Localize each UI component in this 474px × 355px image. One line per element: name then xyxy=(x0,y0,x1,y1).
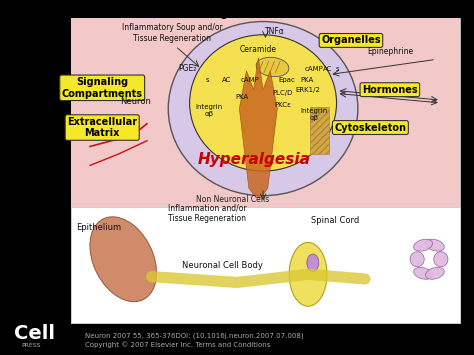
Text: Copyright © 2007 Elsevier Inc. Terms and Conditions: Copyright © 2007 Elsevier Inc. Terms and… xyxy=(85,341,271,348)
Text: Integrin
αβ: Integrin αβ xyxy=(195,104,223,117)
Ellipse shape xyxy=(410,252,424,267)
Text: PRESS: PRESS xyxy=(21,343,41,348)
Text: Cytoskeleton: Cytoskeleton xyxy=(334,122,406,132)
Text: Hormones: Hormones xyxy=(362,85,418,95)
Text: Neuron 2007 55, 365-376DOI: (10.1016j.neuron.2007.07.008): Neuron 2007 55, 365-376DOI: (10.1016j.ne… xyxy=(85,332,304,339)
Text: Hyperalgesia: Hyperalgesia xyxy=(197,152,310,167)
Text: cAMP: cAMP xyxy=(240,77,259,83)
Ellipse shape xyxy=(414,267,432,279)
Text: Epithelium: Epithelium xyxy=(76,223,121,233)
Text: Ceramide: Ceramide xyxy=(239,45,276,54)
Text: Cell: Cell xyxy=(14,324,55,343)
Ellipse shape xyxy=(426,267,444,279)
Text: Organelles: Organelles xyxy=(321,36,381,45)
Text: TNFα: TNFα xyxy=(265,27,285,36)
Polygon shape xyxy=(239,58,277,198)
Text: Inflammation and/or
Tissue Regeneration: Inflammation and/or Tissue Regeneration xyxy=(168,203,246,223)
Text: ERK1/2: ERK1/2 xyxy=(296,87,320,93)
FancyBboxPatch shape xyxy=(71,207,460,323)
Ellipse shape xyxy=(190,35,337,171)
Ellipse shape xyxy=(307,254,319,272)
Text: Epac: Epac xyxy=(278,77,295,83)
Text: PGE₂: PGE₂ xyxy=(179,64,197,73)
Text: Spinal Cord: Spinal Cord xyxy=(311,217,359,225)
Ellipse shape xyxy=(256,57,289,77)
FancyBboxPatch shape xyxy=(310,107,329,154)
Text: PKA: PKA xyxy=(236,94,249,100)
Text: PKA: PKA xyxy=(301,77,314,83)
Text: Epinephrine: Epinephrine xyxy=(367,47,413,56)
Ellipse shape xyxy=(90,217,156,302)
Ellipse shape xyxy=(168,22,358,196)
Text: Signaling
Compartments: Signaling Compartments xyxy=(62,77,143,99)
Ellipse shape xyxy=(434,252,448,267)
Text: s: s xyxy=(336,66,339,72)
Text: PLC/D: PLC/D xyxy=(273,91,293,97)
Text: s: s xyxy=(205,77,209,83)
Text: Non Neuronal Cells: Non Neuronal Cells xyxy=(196,195,269,204)
FancyBboxPatch shape xyxy=(71,18,460,323)
Text: Integrin
αβ: Integrin αβ xyxy=(301,108,328,121)
Text: AC: AC xyxy=(222,77,231,83)
Ellipse shape xyxy=(289,242,327,306)
Text: PKCε: PKCε xyxy=(274,102,292,108)
FancyBboxPatch shape xyxy=(71,18,460,207)
Ellipse shape xyxy=(414,239,432,251)
Ellipse shape xyxy=(426,239,444,251)
Text: Neuronal Cell Body: Neuronal Cell Body xyxy=(182,261,263,269)
Text: AC: AC xyxy=(323,66,332,72)
Text: Extracellular
Matrix: Extracellular Matrix xyxy=(67,117,137,138)
Text: Inflammatory Soup and/or
Tissue Regeneration: Inflammatory Soup and/or Tissue Regenera… xyxy=(122,23,222,43)
Text: Figure 4: Figure 4 xyxy=(209,5,265,20)
Text: Neuron: Neuron xyxy=(120,97,151,105)
Text: cAMP: cAMP xyxy=(305,66,323,72)
